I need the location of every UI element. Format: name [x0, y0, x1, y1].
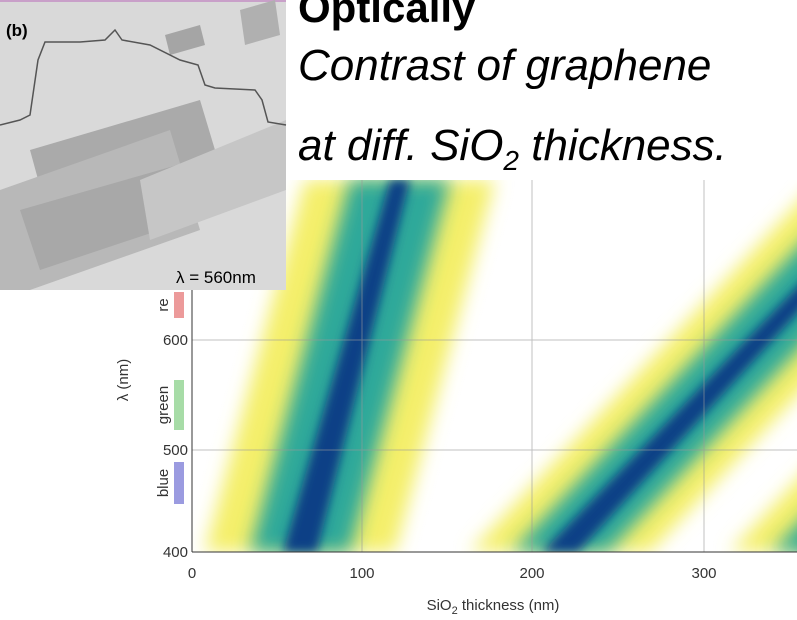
band-label: blue [155, 469, 172, 497]
inset-photo: (b) λ = 560nm [0, 0, 287, 290]
x-tick-label: 100 [349, 565, 374, 582]
swatch [174, 292, 184, 318]
swatch [174, 380, 184, 430]
slide-title: Optically [298, 0, 476, 31]
y-tick-label: 500 [163, 442, 188, 459]
panel-label: (b) [6, 21, 28, 40]
y-axis-label: λ (nm) [115, 359, 132, 402]
band-label: green [155, 386, 172, 424]
wavelength-label: λ = 560nm [176, 268, 256, 287]
subtitle-text: thickness. [519, 121, 727, 170]
heatmap [192, 180, 797, 552]
y-tick-label: 400 [163, 544, 188, 561]
label-text: thickness (nm) [458, 597, 560, 614]
y-tick-label: 600 [163, 332, 188, 349]
subtitle: Contrast of graphene [298, 41, 711, 90]
x-tick-label: 0 [188, 565, 196, 582]
band-label: re [155, 298, 172, 311]
x-tick-label: 200 [519, 565, 544, 582]
swatch [174, 462, 184, 504]
subtitle: at diff. SiO2 thickness. [298, 121, 727, 176]
subscript: 2 [502, 145, 519, 176]
x-tick-label: 300 [691, 565, 716, 582]
subtitle-text: at diff. SiO [298, 121, 503, 170]
x-axis-label: SiO2 thickness (nm) [427, 597, 560, 617]
label-text: SiO [427, 597, 452, 614]
subscript: 2 [452, 605, 458, 617]
